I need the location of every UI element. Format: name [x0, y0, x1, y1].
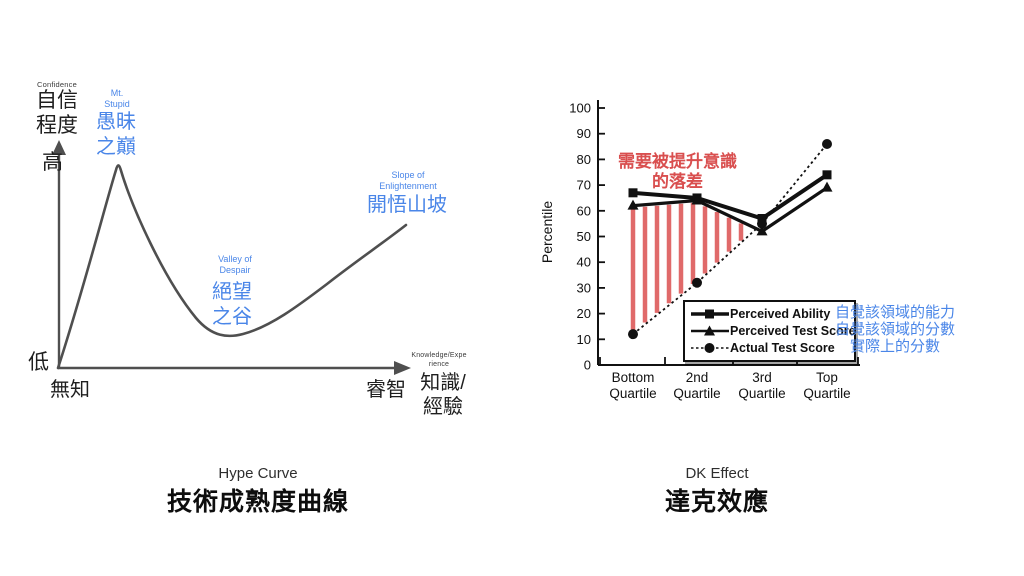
mt-stupid-label-en: Mt. Stupid [104, 88, 130, 109]
marker-square-perceived-ability [628, 188, 638, 198]
series-line-perceived-ability [632, 173, 829, 221]
hype-curve-line [56, 164, 408, 370]
y-tick-label: 70 [577, 178, 591, 193]
series-line-actual-test-score [632, 143, 828, 335]
y-tick-label: 30 [577, 280, 591, 295]
y-tick-label: 80 [577, 152, 591, 167]
legend-label-perceived-test-score: Perceived Test Score [730, 323, 856, 338]
hype-caption-zh: 技術成熟度曲線 [166, 488, 349, 516]
legend-row-actual-test-score: Actual Test Score [690, 339, 849, 356]
ignorance-label: 無知 [50, 379, 90, 401]
marker-square-perceived-ability [822, 170, 832, 180]
y-tick-label: 60 [577, 203, 591, 218]
dk-caption-zh: 達克效應 [664, 488, 769, 516]
marker-circle-actual-test-score [692, 277, 702, 288]
knowledge-axis-label-en: Knowledge/Expe rience [411, 352, 467, 368]
series-line-perceived-test-score [632, 186, 828, 234]
mt-stupid-label-zh: 愚昧 之巔 [96, 111, 136, 158]
x-category-label: 3rd Quartile [738, 370, 785, 401]
legend-row-perceived-test-score: Perceived Test Score [690, 322, 856, 339]
legend-row-perceived-ability: Perceived Ability [690, 305, 849, 322]
x-category-label: 2nd Quartile [673, 370, 720, 401]
knowledge-axis-label-zh: 知識/ 經驗 [420, 372, 466, 418]
triangle-marker-icon [691, 325, 729, 335]
marker-triangle-perceived-test-score [756, 225, 768, 236]
y-axis-title: Percentile [539, 201, 555, 263]
awareness-gap-annotation: 需要被提升意識 的落差 [618, 152, 737, 191]
hype-curve-figure: Confidence 自信 程度 高 低 無知 睿智 Knowledge/Exp… [0, 0, 512, 440]
valley-of-despair-label-zh: 絕望 之谷 [212, 281, 252, 328]
y-axis-arrow-icon [52, 140, 66, 155]
awareness-gap-hatch [630, 202, 744, 333]
dk-effect-plot: 0 10 20 30 40 50 60 70 80 90 100 Percentile Bottom Qu… [539, 100, 860, 401]
y-tick-label: 40 [577, 255, 591, 270]
marker-triangle-perceived-test-score [821, 181, 833, 192]
marker-circle-actual-test-score [757, 218, 767, 229]
hype-curve-plot [52, 140, 411, 375]
slope-of-enlightenment-label-en: Slope of Enlightenment [379, 170, 437, 191]
low-label: 低 [28, 351, 49, 374]
legend-label-perceived-ability: Perceived Ability [730, 306, 831, 321]
marker-circle-actual-test-score [628, 329, 638, 340]
hype-caption-en: Hype Curve [218, 465, 298, 482]
y-tick-label: 20 [577, 306, 591, 321]
marker-circle-actual-test-score [822, 138, 832, 149]
square-marker-icon [691, 309, 729, 318]
x-axis-arrow-icon [394, 361, 411, 375]
y-tick-label: 50 [577, 229, 591, 244]
marker-triangle-perceived-test-score [691, 194, 703, 205]
x-category-label: Bottom Quartile [609, 370, 656, 401]
dk-effect-figure: 0 10 20 30 40 50 60 70 80 90 100 Percentile Bottom Qu… [535, 80, 895, 415]
confidence-axis-label-en: Confidence [37, 80, 77, 89]
dk-legend: Perceived Ability Perceived Test Score A… [683, 300, 856, 362]
slope-of-enlightenment-label-zh: 開悟山坡 [367, 194, 447, 216]
high-label: 高 [42, 151, 63, 174]
y-tick-label: 90 [577, 126, 591, 141]
dk-caption-en: DK Effect [685, 465, 749, 482]
valley-of-despair-label-en: Valley of Despair [218, 254, 252, 275]
legend-label-actual-test-score: Actual Test Score [730, 340, 835, 355]
y-tick-label: 10 [577, 332, 591, 347]
y-tick-label: 0 [584, 358, 591, 373]
wisdom-label: 睿智 [366, 379, 406, 401]
marker-square-perceived-ability [757, 214, 767, 224]
x-category-label: Top Quartile [803, 370, 850, 401]
confidence-axis-label-zh: 自信 程度 [36, 89, 78, 137]
legend-translation-annotation: 自覺該領域的能力 自覺該領域的分數 實際上的分數 [834, 304, 955, 355]
marker-triangle-perceived-test-score [627, 199, 639, 210]
y-tick-label: 100 [569, 101, 591, 116]
circle-marker-icon [691, 342, 729, 353]
